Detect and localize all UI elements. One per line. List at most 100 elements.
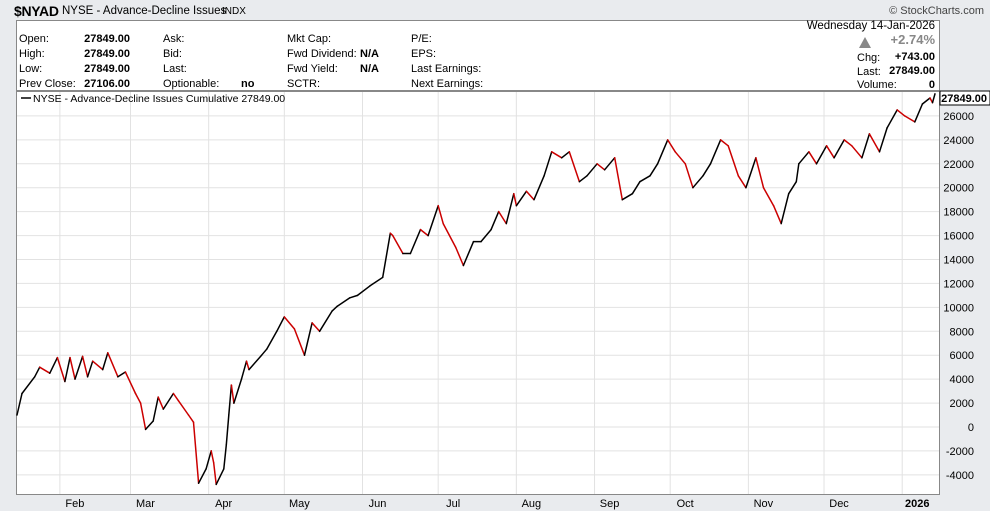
line-segment: [462, 240, 475, 267]
line-segment: [69, 356, 76, 380]
line-segment: [515, 190, 528, 207]
line-segment: [212, 462, 217, 486]
line-segment: [437, 204, 444, 225]
line-segment: [81, 355, 89, 378]
quote-date: Wednesday 14-Jan-2026: [806, 20, 935, 32]
line-segment: [91, 360, 104, 371]
line-segment: [578, 175, 588, 183]
last-price-value: 27849.00: [889, 65, 935, 77]
y-tick-label: 18000: [943, 207, 974, 219]
volume-label: Volume:: [857, 79, 897, 91]
line-segment: [878, 127, 888, 153]
line-segment: [825, 145, 835, 159]
stockcharts-watermark[interactable]: © StockCharts.com: [889, 5, 984, 17]
line-segment: [621, 192, 634, 201]
line-segment: [762, 186, 775, 207]
ticker-symbol: $NYAD: [14, 3, 59, 19]
price-chart-panel[interactable]: [16, 91, 940, 495]
line-segment: [117, 371, 127, 378]
chg-value: +743.00: [894, 51, 935, 63]
line-segment: [727, 145, 740, 177]
line-segment: [223, 444, 228, 470]
quote-panel: Wednesday 14-Jan-2026 Open: 27849.00 Hig…: [16, 20, 940, 91]
prev-close-label: Prev Close:: [19, 78, 76, 90]
line-segment: [276, 316, 286, 333]
optionable-label: Optionable:: [163, 78, 220, 90]
line-segment: [318, 310, 333, 333]
line-segment: [152, 396, 159, 422]
last-value-badge: 27849.00: [939, 90, 990, 106]
line-segment: [331, 305, 339, 312]
line-segment: [896, 109, 906, 117]
line-segment: [560, 151, 571, 159]
high-label: High:: [19, 48, 45, 60]
ticker-name: NYSE - Advance-Decline Issues: [62, 5, 227, 17]
last-value-label: 27849.00: [941, 93, 987, 105]
x-tick-label: Jun: [369, 498, 387, 510]
line-segment: [772, 204, 782, 225]
y-tick-label: 20000: [943, 183, 974, 195]
line-segment: [157, 396, 165, 410]
y-tick-label: 12000: [943, 278, 974, 290]
last-label: Last:: [163, 63, 187, 75]
line-segment: [107, 352, 119, 378]
y-tick-label: 16000: [943, 231, 974, 243]
line-segment: [162, 392, 175, 410]
line-segment: [64, 356, 71, 383]
line-segment: [74, 355, 84, 380]
x-tick-label: May: [289, 498, 310, 510]
line-segment: [719, 139, 729, 147]
x-tick-label: 2026: [905, 498, 929, 510]
line-segment: [533, 175, 545, 201]
eps-label: EPS:: [411, 48, 437, 60]
y-tick-label: -4000: [946, 470, 974, 482]
line-segment: [745, 157, 757, 189]
line-segment: [513, 192, 518, 207]
line-segment: [233, 378, 243, 404]
line-segment: [914, 103, 924, 123]
line-segment: [692, 175, 704, 189]
line-segment: [409, 228, 422, 255]
percent-change: +2.74%: [890, 32, 935, 47]
line-segment: [381, 232, 392, 279]
line-segment: [490, 210, 500, 231]
line-segment: [21, 376, 36, 395]
line-segment: [656, 139, 669, 165]
line-segment: [543, 151, 553, 177]
x-tick-label: Jul: [446, 498, 460, 510]
y-tick-label: -2000: [946, 446, 974, 458]
line-segment: [550, 151, 563, 159]
low-label: Low:: [19, 63, 43, 75]
last-earnings-label: Last Earnings:: [411, 63, 482, 75]
fwd-dividend-value: N/A: [360, 48, 379, 60]
line-segment: [38, 366, 51, 374]
line-segment: [260, 348, 268, 356]
prev-close-value: 27106.00: [84, 78, 130, 90]
line-segment: [33, 366, 41, 378]
line-segment: [177, 399, 190, 416]
fwd-yield-value: N/A: [360, 63, 379, 75]
y-tick-label: 6000: [950, 350, 974, 362]
line-segment: [124, 371, 137, 395]
x-tick-label: Mar: [136, 498, 155, 510]
line-segment: [187, 414, 195, 423]
x-tick-label: Nov: [754, 498, 774, 510]
y-tick-label: 8000: [950, 326, 974, 338]
line-segment: [921, 97, 931, 105]
x-tick-label: Dec: [829, 498, 849, 510]
line-segment: [245, 360, 250, 371]
line-segment: [336, 297, 351, 307]
line-segment: [787, 180, 798, 195]
line-segment: [684, 163, 694, 189]
last-price-label: Last:: [857, 66, 881, 78]
chg-label: Chg:: [857, 52, 881, 64]
line-segment: [815, 145, 828, 165]
y-tick-label: 26000: [943, 111, 974, 123]
line-segment: [240, 360, 248, 380]
line-segment: [709, 139, 722, 165]
line-segment: [172, 392, 180, 402]
line-segment: [369, 276, 384, 287]
open-label: Open:: [19, 33, 49, 45]
y-tick-label: 4000: [950, 374, 974, 386]
